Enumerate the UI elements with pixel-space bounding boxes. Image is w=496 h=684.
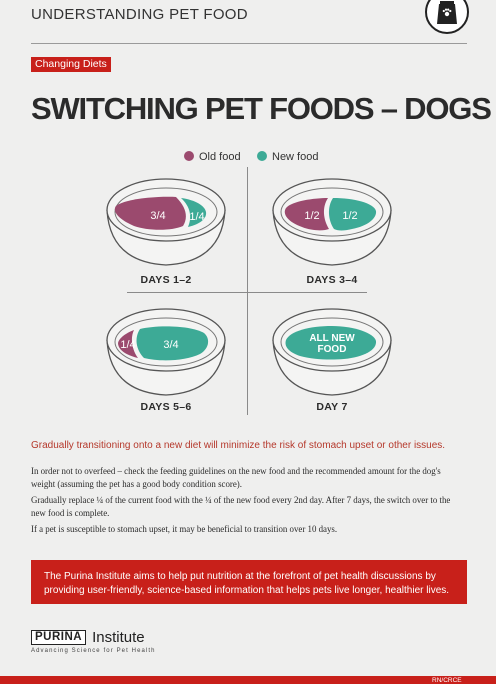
institute-wordmark: Institute xyxy=(92,628,145,646)
bowl-2-new-label: 1/2 xyxy=(342,210,357,222)
bowl-day-7: ALL NEW FOOD xyxy=(272,308,392,396)
legend-old: Old food xyxy=(184,151,241,163)
bowl-2-caption: DAYS 3–4 xyxy=(306,274,358,286)
bowl-4-new-label-line1: ALL NEW xyxy=(309,333,355,344)
header-rule xyxy=(31,43,467,44)
bowl-1-caption: DAYS 1–2 xyxy=(140,274,192,286)
bowl-days-5-6: 1/4 3/4 xyxy=(106,308,226,396)
document-code: RN/CRCE xyxy=(432,677,462,684)
intro-text: Gradually transitioning onto a new diet … xyxy=(31,440,446,451)
bowl-4-caption: DAY 7 xyxy=(316,401,348,413)
paragraph-upset: If a pet is susceptible to stomach upset… xyxy=(31,524,338,534)
brand-logo: PURINA Institute xyxy=(31,628,145,646)
footer-bar xyxy=(0,676,496,684)
grid-divider-horizontal xyxy=(127,292,367,293)
mission-banner-text: The Purina Institute aims to help put nu… xyxy=(44,571,450,596)
bowl-2-old-label: 1/2 xyxy=(304,210,319,222)
legend-old-label: Old food xyxy=(199,151,241,163)
header-title: UNDERSTANDING PET FOOD xyxy=(31,6,248,23)
mission-banner xyxy=(31,560,467,604)
paragraph-overfeed: In order not to overfeed – check the fee… xyxy=(31,466,441,489)
legend-new-swatch xyxy=(257,151,267,161)
page-title: SWITCHING PET FOODS – DOGS xyxy=(31,91,492,126)
bowl-1-new-label: 1/4 xyxy=(189,211,204,223)
pet-food-bag-icon xyxy=(425,0,469,34)
legend-new-label: New food xyxy=(272,151,319,163)
paragraph-replace: Gradually replace ¼ of the current food … xyxy=(31,495,451,518)
grid-divider-vertical xyxy=(247,167,248,415)
bowl-4-new-label-line2: FOOD xyxy=(318,344,347,355)
brand-tagline: Advancing Science for Pet Health xyxy=(31,648,156,654)
bowl-3-new-label: 3/4 xyxy=(163,339,178,351)
bowl-3-old-label: 1/4 xyxy=(120,339,135,351)
bowl-1-old-label: 3/4 xyxy=(150,210,165,222)
bowl-days-3-4: 1/2 1/2 xyxy=(272,178,392,266)
purina-wordmark: PURINA xyxy=(31,629,87,645)
legend-new: New food xyxy=(257,151,318,163)
legend-old-swatch xyxy=(184,151,194,161)
category-tag: Changing Diets xyxy=(31,57,111,72)
bowl-3-caption: DAYS 5–6 xyxy=(140,401,192,413)
bowl-days-1-2: 3/4 1/4 xyxy=(106,178,226,266)
